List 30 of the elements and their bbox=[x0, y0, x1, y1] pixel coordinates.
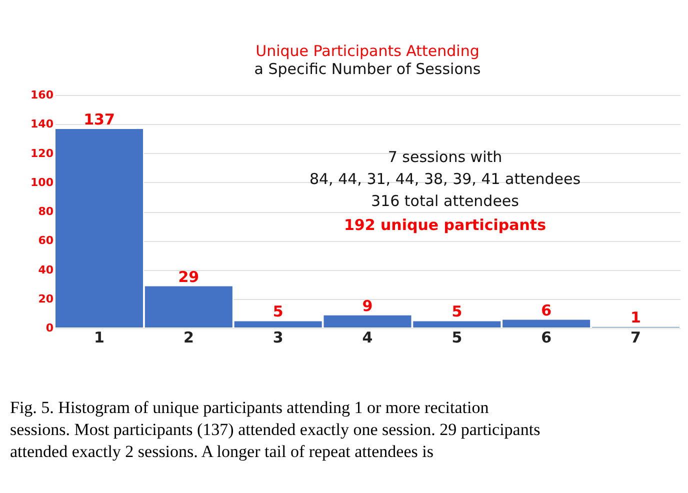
x-tick-label: 2 bbox=[183, 328, 194, 346]
annotation: 192 unique participants bbox=[344, 216, 546, 234]
x-tick-label: 6 bbox=[541, 328, 552, 346]
y-tick-label: 60 bbox=[38, 234, 54, 248]
annotation: 7 sessions with bbox=[388, 148, 502, 166]
data-label: 1 bbox=[630, 308, 641, 327]
data-label: 6 bbox=[541, 301, 552, 320]
y-tick-label: 20 bbox=[38, 292, 54, 306]
y-tick-label: 100 bbox=[30, 176, 54, 189]
caption: Fig. 5. Histogram of unique participants attending 1 or more recitation sessions. Most participants (137) attended exactly one session. 29 participants attended exactly 2 sessions. A longer tail of repeat attendees is bbox=[10, 398, 540, 461]
y-tick-label: 0 bbox=[46, 322, 54, 334]
data-label: 9 bbox=[362, 296, 373, 315]
data-label: 5 bbox=[452, 302, 462, 321]
x-tick-label: 4 bbox=[362, 328, 373, 346]
y-tick-label: 80 bbox=[38, 205, 54, 218]
x-tick-label: 3 bbox=[272, 328, 284, 346]
data-label: 137 bbox=[84, 110, 115, 128]
x-tick-label: 5 bbox=[452, 328, 462, 346]
y-tick-label: 140 bbox=[30, 118, 54, 131]
chart-title: Unique Participants Attending bbox=[256, 42, 480, 60]
x-tick-label: 1 bbox=[94, 328, 104, 346]
annotation: 316 total attendees bbox=[371, 192, 520, 210]
y-tick-label: 120 bbox=[30, 146, 54, 160]
data-label: 5 bbox=[272, 302, 284, 321]
data-label: 29 bbox=[178, 268, 200, 286]
y-tick-label: 160 bbox=[30, 88, 54, 102]
y-tick-label: 40 bbox=[38, 263, 54, 276]
x-tick-label: 7 bbox=[630, 328, 641, 346]
chart-subtitle: a Specific Number of Sessions bbox=[254, 60, 481, 78]
annotation: 84, 44, 31, 44, 38, 39, 41 attendees bbox=[309, 170, 581, 188]
